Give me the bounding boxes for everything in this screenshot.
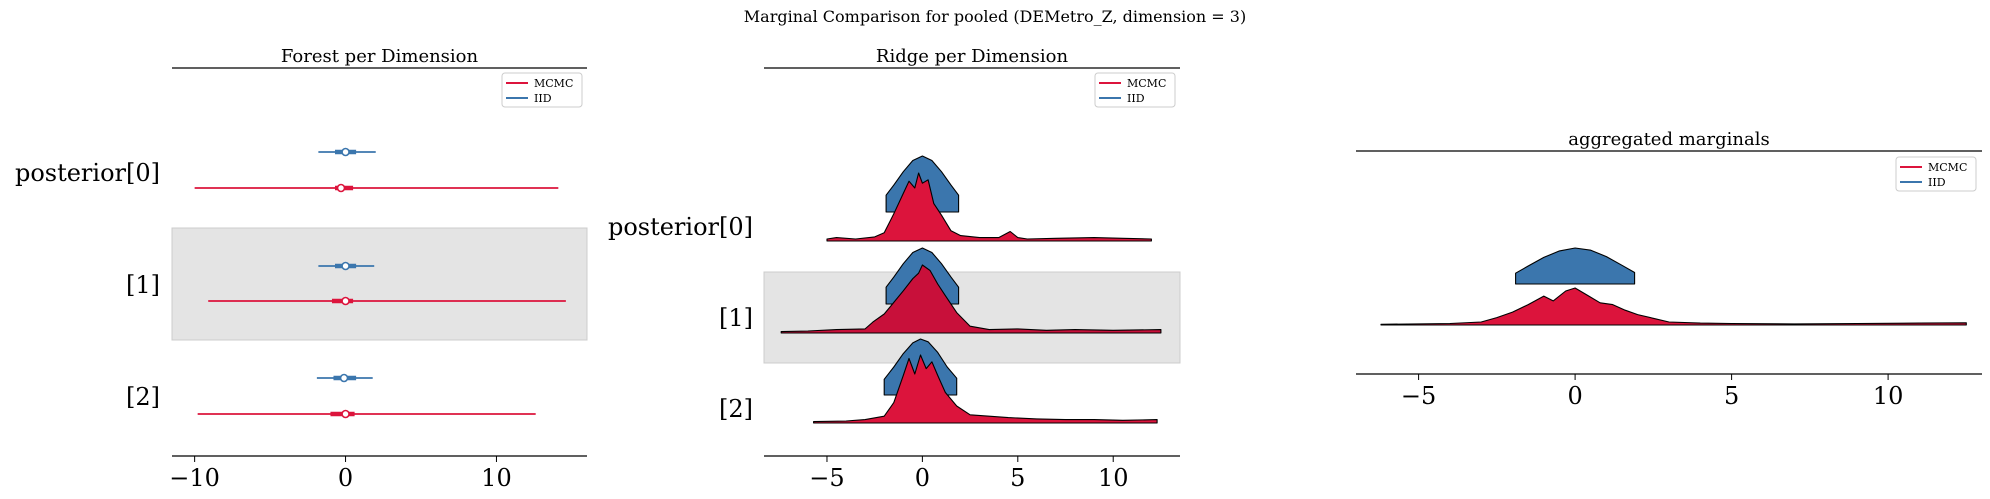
- ridge-legend: MCMC IID: [1094, 72, 1176, 108]
- ridge-row-label: [2]: [719, 395, 753, 423]
- forest-mcmc-median: [341, 409, 350, 419]
- forest-iid-median: [339, 373, 349, 383]
- figure-suptitle: Marginal Comparison for pooled (DEMetro_…: [744, 7, 1246, 26]
- ridge-mcmc-ridge: [813, 354, 1158, 424]
- ridge-legend-label-iid: IID: [1127, 92, 1145, 105]
- forest-iid-median: [341, 261, 350, 271]
- aggregated-x-tick-label: −5: [1401, 382, 1436, 410]
- aggregated-mcmc-density: [1380, 287, 1967, 326]
- ridge-mcmc-ridge: [780, 264, 1162, 334]
- aggregated-iid-density: [1515, 247, 1636, 285]
- forest-legend-label-iid: IID: [534, 92, 552, 105]
- aggregated-x-tick-label: 0: [1567, 382, 1582, 410]
- ridge-x-tick-label: 0: [915, 464, 930, 492]
- forest-mcmc-median: [336, 183, 346, 193]
- ridge-title: Ridge per Dimension: [876, 46, 1069, 67]
- chart-panels: Forest per Dimension MCMC IID posterior[0] […: [15, 46, 1982, 492]
- ridge-row-label: posterior[0]: [608, 213, 753, 241]
- forest-legend: MCMC IID: [501, 72, 583, 108]
- forest-title: Forest per Dimension: [281, 46, 479, 67]
- aggregated-x-tick-label: 10: [1873, 382, 1904, 410]
- forest-row-label: [2]: [126, 383, 160, 411]
- ridge-row-label: [1]: [719, 304, 753, 332]
- aggregated-x-tick-label: 5: [1724, 382, 1739, 410]
- ridge-shaded-band: [763, 271, 1181, 364]
- ridge-legend-label-mcmc: MCMC: [1127, 77, 1166, 90]
- forest-row-label: posterior[0]: [15, 159, 160, 187]
- forest-x-tick-label: 0: [338, 464, 353, 492]
- aggregated-legend: MCMC IID: [1895, 156, 1977, 192]
- ridge-x-tick-label: 5: [1010, 464, 1025, 492]
- ridge-x-tick-label: −5: [809, 464, 844, 492]
- forest-x-tick-label: 10: [481, 464, 512, 492]
- aggregated-legend-label-mcmc: MCMC: [1928, 161, 1967, 174]
- forest-legend-label-mcmc: MCMC: [534, 77, 573, 90]
- forest-x-tick-label: −10: [169, 464, 220, 492]
- forest-mcmc-median: [341, 296, 350, 306]
- aggregated-title: aggregated marginals: [1568, 129, 1769, 150]
- ridge-mcmc-ridge: [826, 172, 1152, 242]
- aggregated-legend-label-iid: IID: [1928, 176, 1946, 189]
- ridge-x-tick-label: 10: [1098, 464, 1129, 492]
- forest-shaded-band: [171, 227, 588, 341]
- forest-iid-median: [341, 147, 350, 157]
- forest-row-label: [1]: [126, 271, 160, 299]
